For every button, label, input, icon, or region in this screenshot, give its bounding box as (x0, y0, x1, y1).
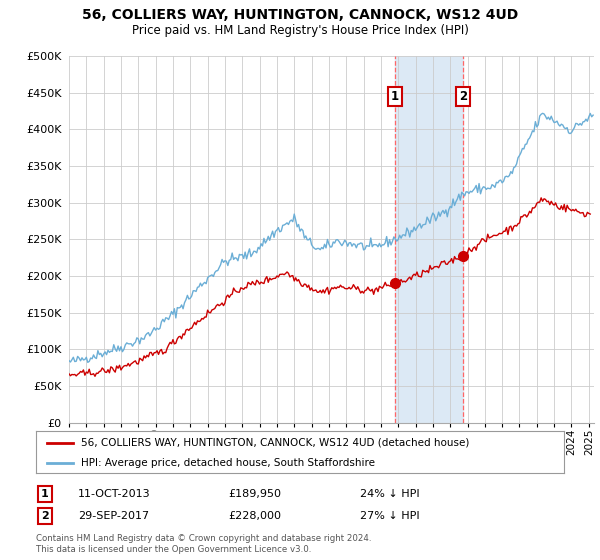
Text: HPI: Average price, detached house, South Staffordshire: HPI: Average price, detached house, Sout… (81, 458, 375, 468)
Text: 27% ↓ HPI: 27% ↓ HPI (360, 511, 419, 521)
Text: 56, COLLIERS WAY, HUNTINGTON, CANNOCK, WS12 4UD (detached house): 56, COLLIERS WAY, HUNTINGTON, CANNOCK, W… (81, 437, 469, 447)
Text: £228,000: £228,000 (228, 511, 281, 521)
Bar (395, 56, 463, 423)
Text: Price paid vs. HM Land Registry's House Price Index (HPI): Price paid vs. HM Land Registry's House … (131, 24, 469, 36)
Text: 11-OCT-2013: 11-OCT-2013 (78, 489, 151, 499)
Text: This data is licensed under the Open Government Licence v3.0.: This data is licensed under the Open Gov… (36, 545, 311, 554)
Text: 2: 2 (459, 90, 467, 103)
Text: 56, COLLIERS WAY, HUNTINGTON, CANNOCK, WS12 4UD: 56, COLLIERS WAY, HUNTINGTON, CANNOCK, W… (82, 8, 518, 22)
Text: £189,950: £189,950 (228, 489, 281, 499)
Text: Contains HM Land Registry data © Crown copyright and database right 2024.: Contains HM Land Registry data © Crown c… (36, 534, 371, 543)
Text: 2: 2 (41, 511, 49, 521)
Text: 1: 1 (391, 90, 398, 103)
Text: 24% ↓ HPI: 24% ↓ HPI (360, 489, 419, 499)
Text: 1: 1 (41, 489, 49, 499)
Text: 29-SEP-2017: 29-SEP-2017 (78, 511, 149, 521)
